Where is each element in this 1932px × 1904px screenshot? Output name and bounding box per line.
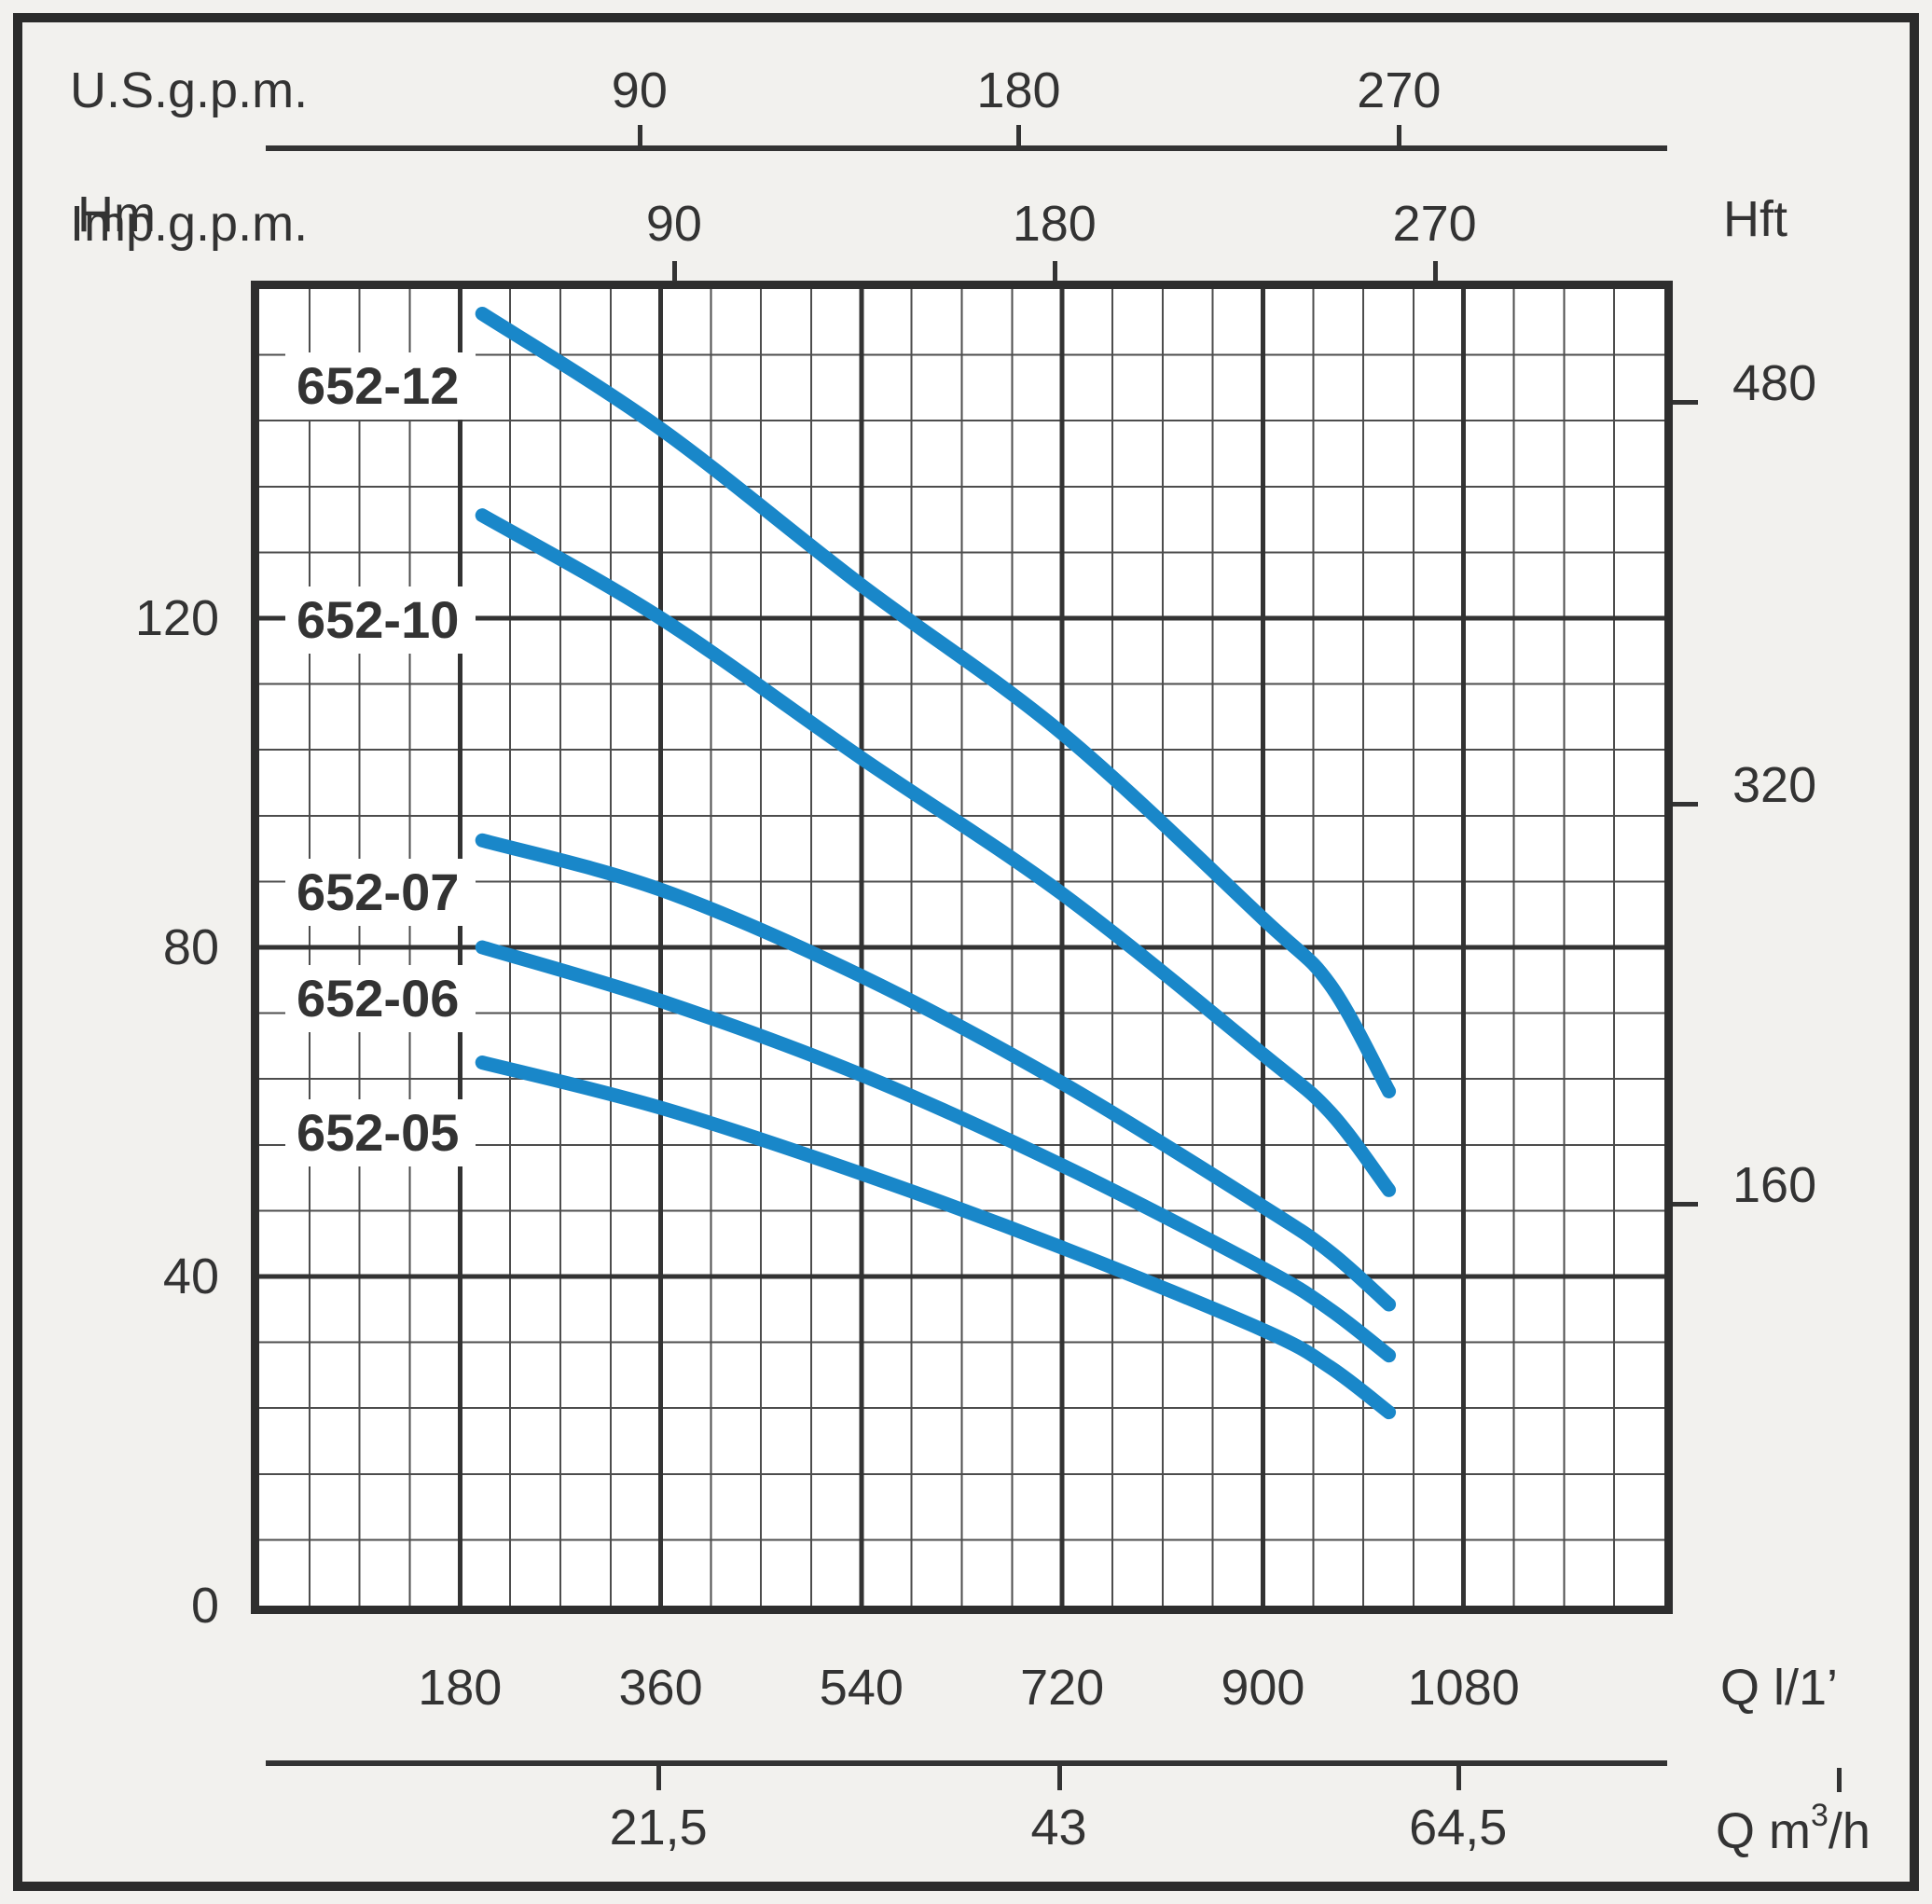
hm-tick-label: 0 [190, 1578, 219, 1634]
flow-m3h-unit-base: Q m [1716, 1803, 1811, 1859]
m3h-tick [1056, 1766, 1062, 1790]
flow-m3h-unit-tick [1837, 1768, 1842, 1792]
flow-lpm-unit-label: Q l/1’ [1720, 1660, 1839, 1716]
flow-lpm-tick-label: 900 [1221, 1660, 1305, 1716]
m3h-tick [1456, 1766, 1461, 1790]
flow-lpm-tick-label: 1080 [1407, 1660, 1520, 1716]
us-gpm-tick [1016, 125, 1022, 145]
hft-tick-label: 480 [1732, 354, 1817, 411]
us-gpm-tick-label: 270 [1357, 62, 1442, 118]
curve-label-652-10: 652-10 [285, 586, 476, 654]
head-feet-unit-label: Hft [1723, 191, 1788, 247]
plot-area: 652-12 652-10 652-07 652-06 652-05 [251, 281, 1673, 1614]
m3h-tick-label: 43 [1030, 1800, 1087, 1856]
imp-gpm-tick-label: 270 [1392, 196, 1477, 252]
us-gpm-unit-label: U.S.g.p.m. [70, 62, 309, 118]
curve-label-652-12: 652-12 [285, 352, 476, 421]
hft-tick [1673, 1202, 1698, 1207]
pump-curve-652-12 [475, 306, 1397, 1098]
imp-gpm-tick-label: 180 [1012, 196, 1097, 252]
flow-m3h-axis-line [266, 1760, 1667, 1766]
hft-tick [1673, 801, 1698, 807]
outer-frame [13, 13, 1919, 1891]
hft-tick-label: 320 [1732, 756, 1817, 813]
hm-tick-label: 80 [162, 919, 219, 975]
head-meters-unit-label: Hm [77, 186, 156, 242]
flow-lpm-tick-label: 180 [418, 1660, 503, 1716]
hft-tick [1673, 399, 1698, 405]
flow-lpm-tick-label: 720 [1020, 1660, 1105, 1716]
us-gpm-axis-line [266, 145, 1667, 151]
m3h-tick-label: 64,5 [1409, 1800, 1508, 1856]
curve-label-652-07: 652-07 [285, 858, 476, 926]
imp-gpm-tick [1432, 261, 1438, 282]
m3h-tick [656, 1766, 662, 1790]
us-gpm-tick [1397, 125, 1402, 145]
curve-label-652-05: 652-05 [285, 1099, 476, 1167]
pump-curve-652-07 [475, 833, 1397, 1312]
pump-curve-652-05 [475, 1055, 1397, 1420]
m3h-tick-label: 21,5 [609, 1800, 708, 1856]
hm-tick-label: 120 [134, 590, 219, 646]
imp-gpm-tick [671, 261, 677, 282]
plot-canvas [259, 289, 1664, 1606]
hft-tick-label: 160 [1732, 1157, 1817, 1214]
flow-lpm-tick-label: 360 [618, 1660, 703, 1716]
imp-gpm-tick-label: 90 [645, 196, 702, 252]
imp-gpm-unit-label: Imp.g.p.m. [70, 196, 309, 252]
pump-curve-652-10 [475, 508, 1397, 1197]
flow-m3h-unit-sup: 3 [1811, 1798, 1828, 1833]
us-gpm-tick-label: 90 [611, 62, 668, 118]
pump-curve-652-06 [475, 940, 1397, 1363]
flow-lpm-tick-label: 540 [819, 1660, 904, 1716]
us-gpm-tick [637, 125, 642, 145]
imp-gpm-tick [1052, 261, 1057, 282]
flow-m3h-unit-rest: /h [1828, 1803, 1870, 1859]
flow-m3h-unit-label: Q m3/h [1716, 1800, 1870, 1856]
curve-label-652-06: 652-06 [285, 964, 476, 1032]
hm-tick-label: 40 [162, 1249, 219, 1304]
us-gpm-tick-label: 180 [976, 62, 1061, 118]
